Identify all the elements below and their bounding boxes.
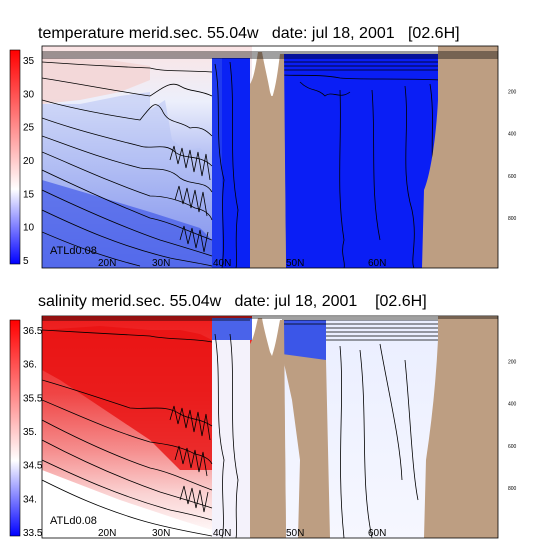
chart-title-temperature: temperature merid.sec. 55.04w date: jul … — [38, 25, 460, 42]
colorbar-tick-label: 36. — [23, 360, 37, 371]
y-tick-label: 800 — [508, 216, 517, 222]
y-tick-label: 200 — [508, 359, 517, 365]
y-tick-label: 400 — [508, 402, 517, 408]
y-tick-label: 400 — [508, 132, 517, 138]
y-axis-ticks-temperature: 200 400 600 800 — [508, 89, 517, 222]
x-tick-label: 50N — [286, 528, 304, 539]
x-tick-label: 30N — [152, 258, 170, 269]
y-tick-label: 800 — [508, 486, 517, 492]
colorbar-tick-label: 25 — [23, 123, 35, 134]
colorbar-salinity — [9, 319, 21, 537]
plot-frame-salinity — [41, 315, 499, 539]
colorbar-tick-label: 34. — [23, 494, 37, 505]
section-plot-salinity — [42, 316, 498, 538]
model-label-temperature: ATLd0.08 — [50, 245, 97, 257]
x-tick-label: 60N — [368, 528, 386, 539]
x-tick-label: 30N — [152, 528, 170, 539]
colorbar-temperature — [9, 49, 21, 265]
x-axis-ticks-temperature: 20N 30N 40N 50N 60N — [98, 258, 386, 269]
colorbar-tick-label: 34.5 — [23, 461, 43, 472]
colorbar-tick-label: 36.5 — [23, 326, 43, 337]
colorbar-ticks-temperature: 35 30 25 20 15 10 5 — [23, 56, 35, 267]
y-tick-label: 600 — [508, 174, 517, 180]
x-tick-label: 50N — [286, 258, 304, 269]
colorbar-tick-label: 30 — [23, 89, 35, 100]
colorbar-tick-label: 35.5 — [23, 393, 43, 404]
colorbar-tick-label: 10 — [23, 223, 35, 234]
x-tick-label: 60N — [368, 258, 386, 269]
colorbar-ticks-salinity: 36.5 36. 35.5 35. 34.5 34. 33.5 — [23, 326, 43, 539]
x-tick-label: 40N — [213, 258, 231, 269]
x-tick-label: 20N — [98, 528, 116, 539]
colorbar-tick-label: 33.5 — [23, 528, 43, 539]
chart-title-salinity: salinity merid.sec. 55.04w date: jul 18,… — [38, 293, 427, 310]
model-label-salinity: ATLd0.08 — [50, 515, 97, 527]
y-tick-label: 200 — [508, 89, 517, 95]
x-axis-ticks-salinity: 20N 30N 40N 50N 60N — [98, 528, 386, 539]
colorbar-tick-label: 5 — [23, 256, 29, 267]
section-plot-temperature — [42, 46, 498, 268]
y-tick-label: 600 — [508, 444, 517, 450]
x-tick-label: 40N — [213, 528, 231, 539]
x-tick-label: 20N — [98, 258, 116, 269]
y-axis-ticks-salinity: 200 400 600 800 — [508, 359, 517, 492]
colorbar-tick-label: 35 — [23, 56, 35, 67]
colorbar-tick-label: 20 — [23, 156, 35, 167]
colorbar-tick-label: 15 — [23, 189, 35, 200]
plot-frame-temperature — [41, 45, 499, 269]
colorbar-tick-label: 35. — [23, 427, 37, 438]
